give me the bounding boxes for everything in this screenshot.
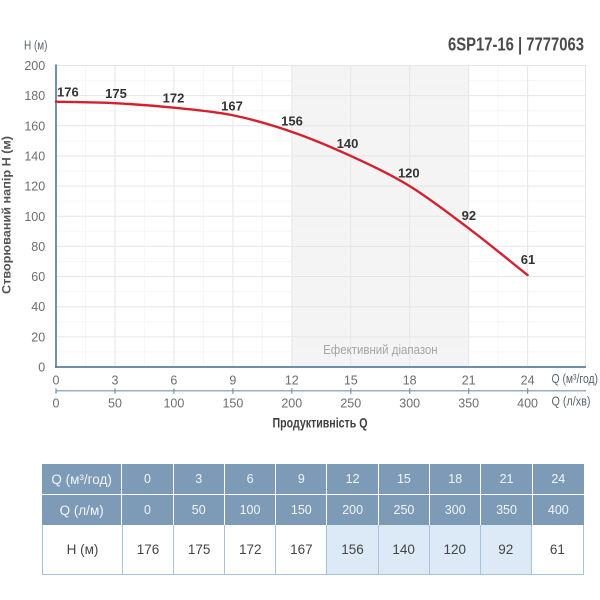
svg-text:Q (л/хв): Q (л/хв) (552, 395, 591, 409)
svg-text:9: 9 (229, 374, 236, 388)
svg-text:120: 120 (24, 180, 45, 194)
svg-text:0: 0 (53, 397, 60, 411)
svg-text:350: 350 (458, 397, 479, 411)
svg-text:24: 24 (521, 374, 535, 388)
svg-text:100: 100 (24, 210, 45, 224)
svg-text:80: 80 (31, 240, 45, 254)
svg-text:250: 250 (340, 397, 361, 411)
svg-text:Ефективний діапазон: Ефективний діапазон (323, 342, 438, 357)
svg-text:200: 200 (281, 397, 302, 411)
svg-text:18: 18 (403, 374, 417, 388)
svg-text:160: 160 (24, 119, 45, 133)
svg-text:0: 0 (53, 374, 60, 388)
svg-text:6SP17-16 | 7777063: 6SP17-16 | 7777063 (448, 35, 584, 55)
svg-text:150: 150 (222, 397, 243, 411)
svg-text:50: 50 (108, 397, 122, 411)
svg-text:300: 300 (399, 397, 420, 411)
svg-text:100: 100 (163, 397, 184, 411)
svg-text:60: 60 (31, 270, 45, 284)
svg-text:61: 61 (521, 252, 535, 267)
svg-text:20: 20 (31, 330, 45, 344)
svg-text:Продуктивність Q: Продуктивність Q (273, 416, 368, 431)
svg-text:140: 140 (24, 149, 45, 163)
svg-text:Створюваний напір H (м): Створюваний напір H (м) (0, 136, 14, 294)
svg-text:3: 3 (112, 374, 119, 388)
svg-text:140: 140 (337, 136, 359, 151)
svg-text:200: 200 (24, 59, 45, 73)
svg-text:180: 180 (24, 89, 45, 103)
svg-text:21: 21 (462, 374, 476, 388)
svg-text:156: 156 (281, 114, 303, 129)
svg-text:Q (м³/год): Q (м³/год) (552, 372, 599, 386)
svg-text:6: 6 (170, 374, 177, 388)
svg-text:400: 400 (517, 397, 538, 411)
svg-text:92: 92 (462, 208, 476, 223)
svg-text:H (м): H (м) (24, 39, 48, 53)
svg-text:15: 15 (344, 374, 358, 388)
svg-text:175: 175 (105, 86, 127, 101)
svg-text:167: 167 (221, 99, 243, 114)
svg-text:120: 120 (398, 166, 420, 181)
svg-text:12: 12 (285, 374, 299, 388)
svg-text:172: 172 (163, 91, 185, 106)
svg-text:0: 0 (38, 361, 45, 375)
svg-text:40: 40 (31, 300, 45, 314)
svg-text:176: 176 (57, 85, 79, 100)
